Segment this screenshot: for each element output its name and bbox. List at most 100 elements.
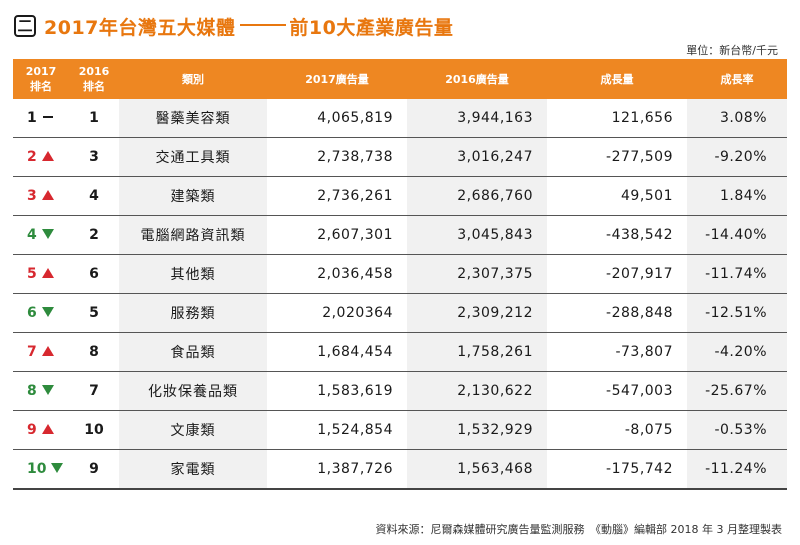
ad-2016-cell: 1,758,261 xyxy=(407,332,547,372)
rank-2017-cell: 5 xyxy=(13,254,69,294)
growth-rate-cell: -0.53% xyxy=(687,410,787,450)
triangle-down-icon xyxy=(51,463,64,473)
growth-cell: 121,656 xyxy=(547,99,687,138)
ad-volume-table: 2017 排名 2016 排名 類別 2017廣告量 2016廣告量 成長量 成… xyxy=(13,59,787,490)
ad-2016-cell: 2,307,375 xyxy=(407,254,547,294)
ad-2016-cell: 3,016,247 xyxy=(407,137,547,177)
triangle-up-icon xyxy=(41,151,54,161)
table-header-row: 2017 排名 2016 排名 類別 2017廣告量 2016廣告量 成長量 成… xyxy=(13,59,787,99)
growth-cell: -8,075 xyxy=(547,410,687,450)
rank-2016-cell: 9 xyxy=(69,449,119,490)
rank-2017-value: 3 xyxy=(27,188,37,204)
triangle-up-icon xyxy=(41,268,54,278)
category-cell: 電腦網路資訊類 xyxy=(119,215,267,255)
table-row: 2 3 交通工具類 2,738,738 3,016,247 -277,509 -9.20% xyxy=(13,137,787,177)
triangle-up-icon xyxy=(41,424,54,434)
ad-2017-cell: 2,020364 xyxy=(267,293,407,333)
rank-2017-value: 10 xyxy=(27,461,47,477)
table-row: 5 6 其他類 2,036,458 2,307,375 -207,917 -11.74% xyxy=(13,254,787,294)
header-rank-2016-year: 2016 xyxy=(78,65,110,78)
growth-rate-cell: -4.20% xyxy=(687,332,787,372)
header-rank-2017: 2017 排名 xyxy=(13,59,69,99)
category-cell: 家電類 xyxy=(119,449,267,490)
growth-cell: -207,917 xyxy=(547,254,687,294)
title-dash-divider xyxy=(240,24,287,26)
rank-2017-value: 5 xyxy=(27,266,37,282)
section-number-badge: 二 xyxy=(14,15,36,37)
rank-2017-value: 2 xyxy=(27,149,37,165)
category-cell: 化妝保養品類 xyxy=(119,371,267,411)
ad-2017-cell: 2,738,738 xyxy=(267,137,407,177)
ad-2017-cell: 1,684,454 xyxy=(267,332,407,372)
table-row: 6 5 服務類 2,020364 2,309,212 -288,848 -12.51% xyxy=(13,293,787,333)
category-cell: 其他類 xyxy=(119,254,267,294)
rank-2017-cell: 8 xyxy=(13,371,69,411)
growth-cell: -277,509 xyxy=(547,137,687,177)
growth-rate-cell: -12.51% xyxy=(687,293,787,333)
source-note: 資料來源：尼爾森媒體研究廣告量監測服務 《動腦》編輯部 2018 年 3 月整理… xyxy=(375,523,782,536)
triangle-up-icon xyxy=(41,190,54,200)
header-rank-2016: 2016 排名 xyxy=(69,59,119,99)
growth-rate-cell: -11.24% xyxy=(687,449,787,490)
table-row: 7 8 食品類 1,684,454 1,758,261 -73,807 -4.20% xyxy=(13,332,787,372)
ad-2017-cell: 1,387,726 xyxy=(267,449,407,490)
ad-2016-cell: 3,045,843 xyxy=(407,215,547,255)
category-cell: 文康類 xyxy=(119,410,267,450)
growth-rate-cell: 1.84% xyxy=(687,176,787,216)
ad-2017-cell: 1,524,854 xyxy=(267,410,407,450)
triangle-down-icon xyxy=(41,385,54,395)
growth-cell: -288,848 xyxy=(547,293,687,333)
rank-2016-cell: 6 xyxy=(69,254,119,294)
ad-2017-cell: 4,065,819 xyxy=(267,99,407,138)
ad-2016-cell: 2,686,760 xyxy=(407,176,547,216)
title-part1: 2017年台灣五大媒體 xyxy=(44,16,236,39)
table-body: 1 1 醫藥美容類 4,065,819 3,944,163 121,656 3.08% 2 3 交… xyxy=(13,99,787,490)
header-ad-2017: 2017廣告量 xyxy=(267,59,407,99)
growth-rate-cell: -9.20% xyxy=(687,137,787,177)
category-cell: 建築類 xyxy=(119,176,267,216)
rank-2016-cell: 8 xyxy=(69,332,119,372)
triangle-up-icon xyxy=(41,346,54,356)
rank-2017-cell: 3 xyxy=(13,176,69,216)
page-title: 二 2017年台灣五大媒體 前10大產業廣告量 xyxy=(14,10,453,42)
table-row: 10 9 家電類 1,387,726 1,563,468 -175,742 -11.24% xyxy=(13,449,787,490)
table-row: 3 4 建築類 2,736,261 2,686,760 49,501 1.84% xyxy=(13,176,787,216)
category-cell: 服務類 xyxy=(119,293,267,333)
growth-rate-cell: -14.40% xyxy=(687,215,787,255)
rank-2017-cell: 10 xyxy=(13,449,69,490)
header-category: 類別 xyxy=(119,59,267,99)
rank-2017-cell: 9 xyxy=(13,410,69,450)
rank-2017-value: 9 xyxy=(27,422,37,438)
growth-cell: -73,807 xyxy=(547,332,687,372)
triangle-down-icon xyxy=(41,307,54,317)
rank-2017-value: 4 xyxy=(27,227,37,243)
rank-2016-cell: 7 xyxy=(69,371,119,411)
rank-2016-cell: 1 xyxy=(69,99,119,138)
rank-2017-cell: 4 xyxy=(13,215,69,255)
header-rank-2017-year: 2017 xyxy=(25,65,57,78)
ad-2017-cell: 2,607,301 xyxy=(267,215,407,255)
growth-cell: -438,542 xyxy=(547,215,687,255)
ad-2016-cell: 1,563,468 xyxy=(407,449,547,490)
header-growth-rate: 成長率 xyxy=(687,59,787,99)
rank-2017-cell: 2 xyxy=(13,137,69,177)
title-part2: 前10大產業廣告量 xyxy=(289,16,454,39)
table-row: 8 7 化妝保養品類 1,583,619 2,130,622 -547,003 -25.67… xyxy=(13,371,787,411)
rank-2016-cell: 5 xyxy=(69,293,119,333)
header-rank-2017-label: 排名 xyxy=(30,80,52,93)
ad-2017-cell: 2,736,261 xyxy=(267,176,407,216)
rank-2017-value: 6 xyxy=(27,305,37,321)
growth-rate-cell: 3.08% xyxy=(687,99,787,138)
category-cell: 交通工具類 xyxy=(119,137,267,177)
unit-label: 單位：新台幣/千元 xyxy=(686,44,778,57)
rank-2016-cell: 4 xyxy=(69,176,119,216)
rank-2016-cell: 3 xyxy=(69,137,119,177)
ad-2017-cell: 2,036,458 xyxy=(267,254,407,294)
category-cell: 醫藥美容類 xyxy=(119,99,267,138)
growth-rate-cell: -11.74% xyxy=(687,254,787,294)
rank-2017-cell: 6 xyxy=(13,293,69,333)
rank-2017-value: 8 xyxy=(27,383,37,399)
rank-2017-cell: 1 xyxy=(13,99,69,138)
rank-2017-value: 7 xyxy=(27,344,37,360)
rank-2017-cell: 7 xyxy=(13,332,69,372)
